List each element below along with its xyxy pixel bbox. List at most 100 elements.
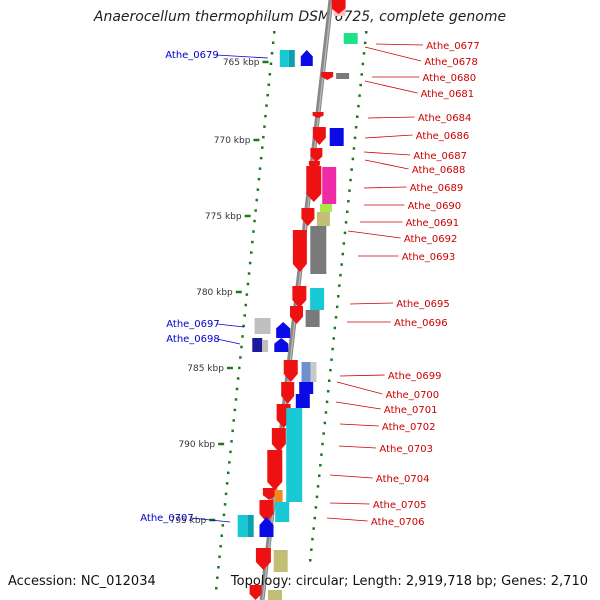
gene-label: Athe_0704 (376, 474, 430, 485)
gene-label-leader (367, 116, 415, 119)
guide-dot (332, 337, 335, 340)
gene-arrow (301, 208, 315, 226)
gene-label: Athe_0699 (388, 371, 442, 382)
guide-dot (220, 534, 223, 537)
guide-dot (334, 316, 338, 319)
guide-dot (244, 303, 247, 307)
gene-block (295, 394, 310, 408)
guide-dot (268, 73, 272, 76)
guide-dot (312, 527, 315, 530)
gene-arrow (306, 166, 322, 202)
gene-label-leader (347, 230, 401, 239)
guide-dot (363, 41, 367, 45)
gene-block (237, 515, 248, 537)
guide-dot (263, 125, 266, 128)
guide-dot (224, 492, 228, 496)
gene-arrow (290, 306, 304, 324)
gene-label: Athe_0689 (410, 183, 464, 194)
gene-label-leader (364, 134, 413, 139)
gene-arrow (271, 428, 286, 452)
guide-dot (320, 453, 323, 456)
gene-label: Athe_0690 (408, 201, 462, 212)
guide-dot (246, 282, 250, 286)
gene-label: Athe_0692 (404, 234, 458, 245)
gene-label: Athe_0706 (371, 517, 425, 528)
guide-dot (343, 231, 347, 235)
guide-dot (233, 408, 237, 412)
guide-dot (229, 450, 232, 454)
guide-dot (251, 240, 254, 244)
guide-dot (242, 324, 245, 328)
gene-arrow (331, 0, 346, 14)
gene-arrow (259, 500, 274, 522)
gene-label-leader (364, 159, 409, 170)
gene-label-leader (190, 517, 231, 523)
scale-label: 765 kbp (223, 58, 260, 68)
guide-dot (219, 545, 222, 548)
guide-dot (235, 387, 239, 391)
gene-block (329, 128, 344, 146)
scale-label: 770 kbp (214, 136, 251, 146)
guide-dot (241, 335, 244, 338)
map-title: Anaerocellum thermophilum DSM 6725, comp… (93, 9, 507, 25)
gene-block (286, 408, 303, 502)
guide-dot (310, 548, 313, 551)
gene-label: Athe_0688 (412, 165, 466, 176)
scale-label: 785 kbp (187, 364, 224, 374)
guide-dot (330, 358, 333, 361)
guide-dot (358, 94, 361, 97)
gene-label-leader (363, 151, 411, 156)
guide-dot (322, 432, 325, 435)
gene-block (247, 515, 254, 537)
gene-arrow (300, 50, 313, 66)
guide-dot (315, 495, 319, 499)
gene-label: Athe_0687 (413, 151, 467, 162)
guide-dot (337, 295, 340, 298)
guide-dot (218, 555, 221, 558)
guide-dot (346, 210, 349, 213)
gene-label-leader (335, 401, 381, 410)
gene-label-leader (329, 474, 373, 479)
guide-dot (273, 31, 276, 34)
guide-dot (329, 368, 332, 372)
guide-dot (319, 464, 322, 467)
gene-arrow (283, 360, 298, 382)
guide-dot (239, 356, 242, 359)
guide-dot (222, 513, 226, 517)
genome-summary-text: Topology: circular; Length: 2,919,718 bp… (230, 574, 588, 589)
guide-dot (361, 62, 365, 66)
gene-block (252, 338, 263, 352)
guide-dot (256, 188, 260, 191)
guide-dot (331, 347, 334, 351)
gene-arrow (259, 517, 274, 537)
guide-dot (270, 52, 274, 55)
gene-arrow (281, 382, 295, 404)
gene-arrow (255, 548, 271, 570)
guide-dot (250, 251, 253, 254)
guide-dot (348, 189, 351, 192)
gene-label-leader (363, 186, 407, 189)
gene-label: Athe_0680 (423, 73, 477, 84)
gene-arrow (292, 230, 307, 272)
guide-dot (234, 398, 238, 401)
gene-label: Athe_0678 (424, 57, 478, 68)
guide-dot (354, 126, 358, 129)
gene-label-leader (216, 338, 241, 345)
gene-label: Athe_0703 (379, 444, 433, 455)
gene-arrow (312, 112, 324, 118)
guide-dot (338, 284, 341, 287)
gene-label-leader (216, 323, 245, 328)
gene-block (336, 73, 350, 79)
gene-label: Athe_0691 (406, 218, 460, 229)
gene-label: Athe_0695 (396, 299, 450, 310)
guide-dot (257, 177, 261, 181)
gene-block (254, 318, 271, 334)
guide-dot (245, 293, 249, 296)
gene-block (268, 590, 282, 600)
gene-block (310, 362, 317, 382)
guide-dot (325, 400, 329, 404)
gene-block (299, 382, 314, 394)
gene-arrow (276, 322, 291, 338)
guide-dot (318, 474, 321, 477)
